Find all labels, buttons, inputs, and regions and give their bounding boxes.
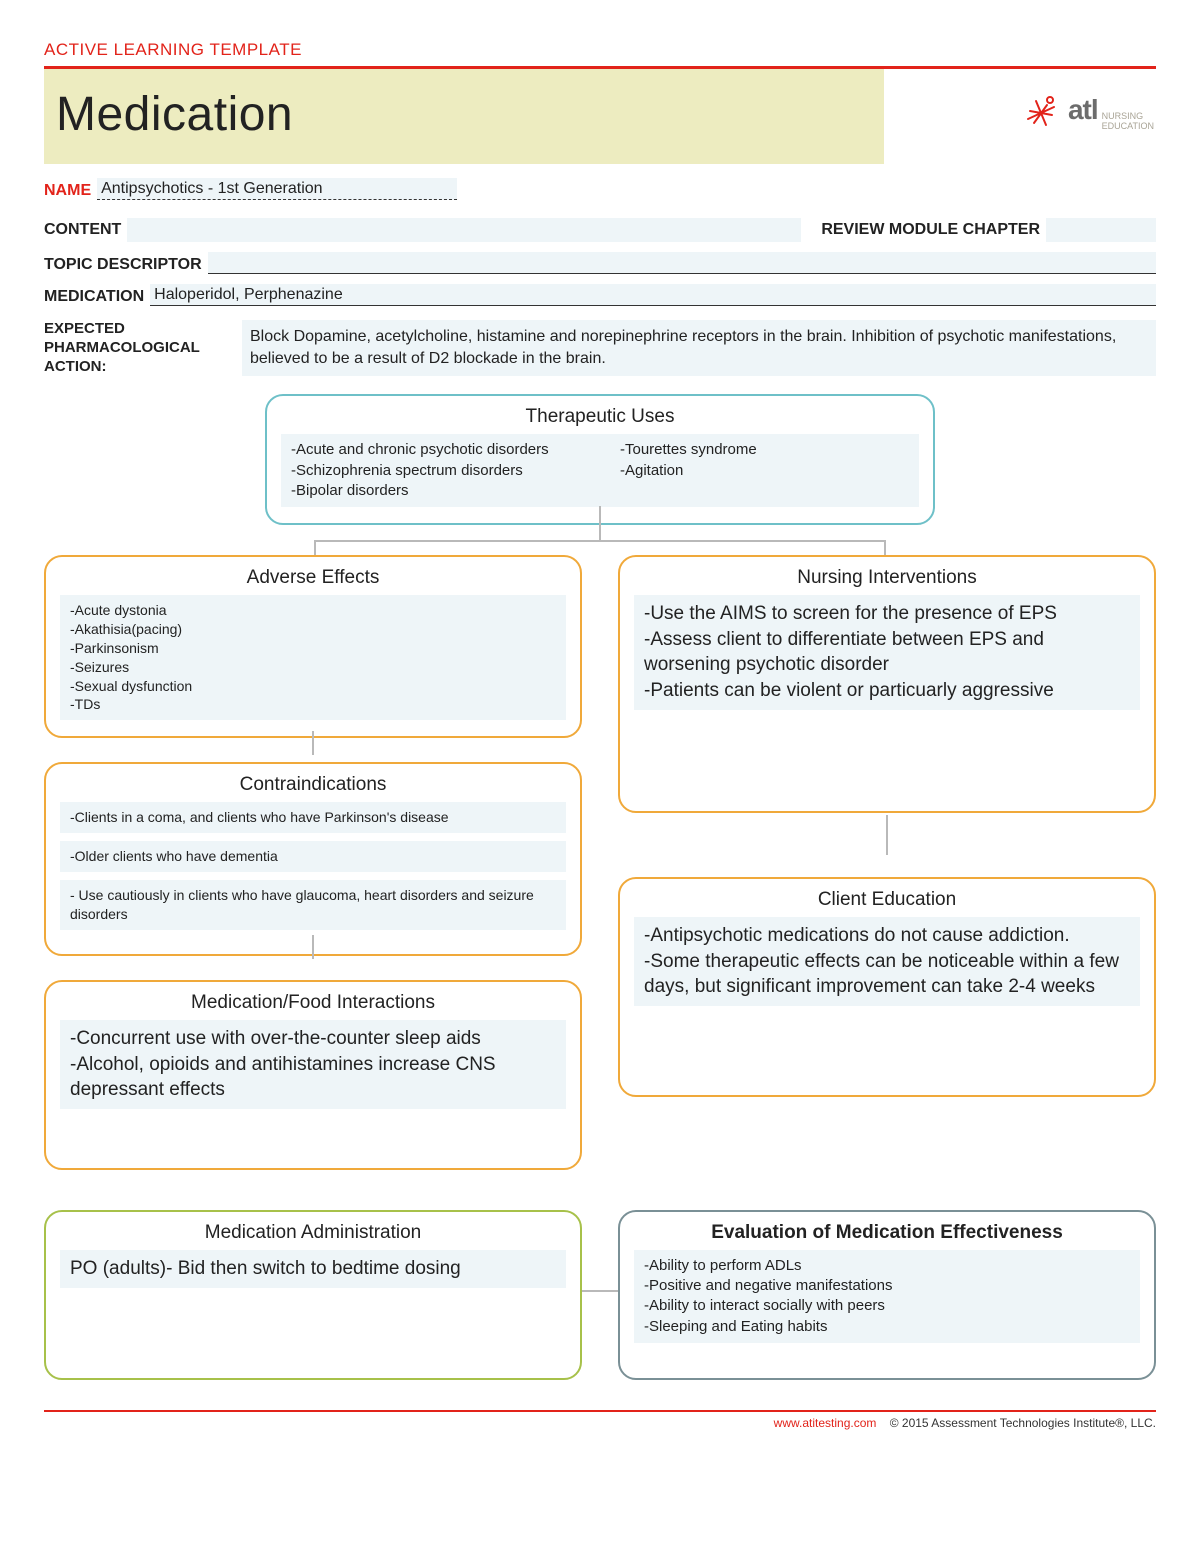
eval-title: Evaluation of Medication Effectiveness (634, 1222, 1140, 1244)
page-footer: www.atitesting.com © 2015 Assessment Tec… (44, 1416, 1156, 1430)
medication-admin-box: Medication Administration PO (adults)- B… (44, 1210, 582, 1380)
connector-line (312, 731, 314, 755)
star-icon (1022, 93, 1062, 133)
medication-row: MEDICATION Haloperidol, Perphenazine (44, 284, 1156, 306)
connector-line (314, 540, 886, 542)
interactions-title: Medication/Food Interactions (60, 992, 566, 1014)
name-value: Antipsychotics - 1st Generation (97, 178, 457, 200)
left-column: Adverse Effects -Acute dystonia -Akathis… (44, 555, 582, 1170)
therapeutic-body: -Acute and chronic psychotic disorders -… (281, 434, 919, 507)
right-column: Nursing Interventions -Use the AIMS to s… (618, 555, 1156, 1170)
adverse-body: -Acute dystonia -Akathisia(pacing) -Park… (60, 595, 566, 720)
topic-label: TOPIC DESCRIPTOR (44, 256, 202, 274)
connector-line (312, 935, 314, 959)
action-text: Block Dopamine, acetylcholine, histamine… (242, 320, 1156, 376)
content-label: CONTENT (44, 221, 121, 239)
contra-item: -Older clients who have dementia (60, 841, 566, 872)
eval-body: -Ability to perform ADLs -Positive and n… (634, 1250, 1140, 1343)
client-ed-body: -Antipsychotic medications do not cause … (634, 917, 1140, 1006)
action-row: EXPECTED PHARMACOLOGICAL ACTION: Block D… (44, 320, 1156, 376)
contra-item: - Use cautiously in clients who have gla… (60, 880, 566, 930)
client-education-box: Client Education -Antipsychotic medicati… (618, 877, 1156, 1097)
logo-subtext: NURSING EDUCATION (1102, 112, 1154, 132)
contraindications-box: Contraindications -Clients in a coma, an… (44, 762, 582, 956)
topic-value (208, 252, 1156, 274)
action-label: EXPECTED PHARMACOLOGICAL ACTION: (44, 320, 234, 376)
diagram-area: Therapeutic Uses -Acute and chronic psyc… (44, 394, 1156, 1380)
therapeutic-title: Therapeutic Uses (281, 406, 919, 428)
connector-line (599, 506, 601, 540)
footer-url: www.atitesting.com (774, 1416, 877, 1430)
content-value (127, 218, 801, 242)
nursing-interventions-box: Nursing Interventions -Use the AIMS to s… (618, 555, 1156, 813)
title-band: Medication atl NURSING EDUCATION (44, 69, 884, 164)
review-module-value (1046, 218, 1156, 242)
connector-line (886, 815, 888, 855)
medication-label: MEDICATION (44, 288, 144, 306)
connector-line (582, 1290, 618, 1292)
evaluation-box: Evaluation of Medication Effectiveness -… (618, 1210, 1156, 1380)
page-title: Medication (56, 87, 872, 142)
brand-logo: atl NURSING EDUCATION (1022, 93, 1154, 133)
interactions-body: -Concurrent use with over-the-counter sl… (60, 1020, 566, 1109)
nursing-title: Nursing Interventions (634, 567, 1140, 589)
therapeutic-right: -Tourettes syndrome -Agitation (620, 440, 909, 501)
contra-item: -Clients in a coma, and clients who have… (60, 802, 566, 833)
review-module-label: REVIEW MODULE CHAPTER (821, 221, 1040, 239)
nursing-body: -Use the AIMS to screen for the presence… (634, 595, 1140, 710)
contra-title: Contraindications (60, 774, 566, 796)
name-row: NAME Antipsychotics - 1st Generation (44, 178, 1156, 200)
name-label: NAME (44, 182, 91, 200)
adverse-effects-box: Adverse Effects -Acute dystonia -Akathis… (44, 555, 582, 738)
template-eyebrow: ACTIVE LEARNING TEMPLATE (44, 40, 1156, 60)
footer-copyright: © 2015 Assessment Technologies Institute… (890, 1416, 1156, 1430)
client-ed-title: Client Education (634, 889, 1140, 911)
admin-title: Medication Administration (60, 1222, 566, 1244)
footer-divider (44, 1410, 1156, 1412)
medication-value: Haloperidol, Perphenazine (150, 284, 1156, 306)
logo-brand-text: atl (1068, 94, 1098, 126)
adverse-title: Adverse Effects (60, 567, 566, 589)
interactions-box: Medication/Food Interactions -Concurrent… (44, 980, 582, 1170)
admin-body: PO (adults)- Bid then switch to bedtime … (60, 1250, 566, 1288)
therapeutic-left: -Acute and chronic psychotic disorders -… (291, 440, 580, 501)
content-chapter-row: CONTENT REVIEW MODULE CHAPTER (44, 218, 1156, 242)
topic-row: TOPIC DESCRIPTOR (44, 252, 1156, 274)
